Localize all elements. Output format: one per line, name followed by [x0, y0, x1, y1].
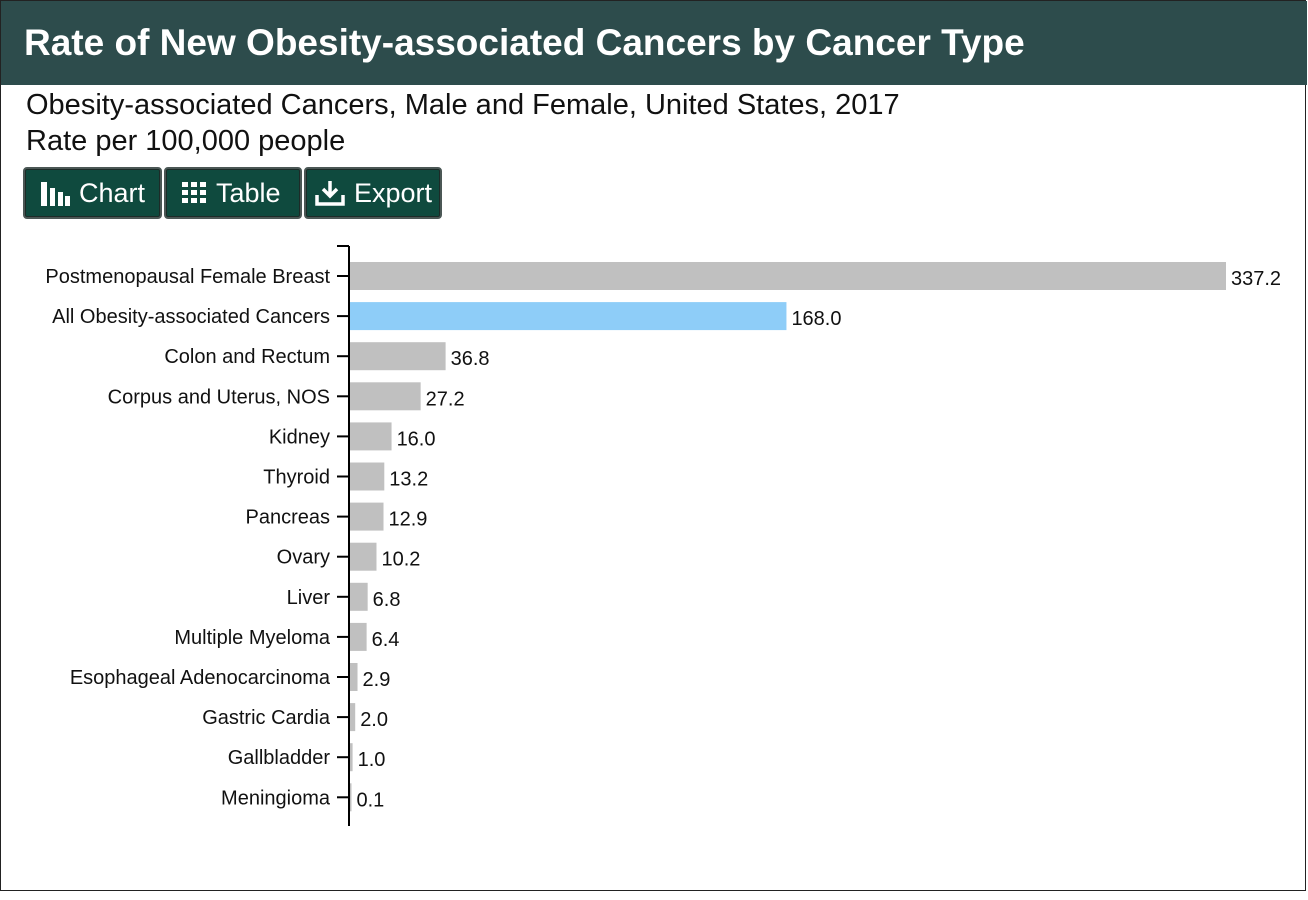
value-label: 0.1	[357, 789, 385, 811]
category-label: Kidney	[269, 426, 330, 448]
value-label: 10.2	[381, 549, 420, 571]
bar[interactable]	[350, 743, 353, 772]
category-label: Thyroid	[263, 467, 330, 489]
bar[interactable]	[350, 262, 1226, 290]
grid-icon	[180, 180, 208, 206]
category-label: Meningioma	[221, 787, 331, 809]
bar[interactable]	[350, 542, 377, 571]
subtitle-line-1: Obesity-associated Cancers, Male and Fem…	[26, 89, 900, 121]
value-label: 168.0	[791, 308, 841, 330]
value-label: 16.0	[397, 428, 436, 450]
chart-view-label: Chart	[79, 177, 146, 208]
value-label: 13.2	[389, 469, 428, 491]
view-toolbar: Chart Table	[23, 167, 444, 219]
bar[interactable]	[350, 703, 356, 732]
header-bar: Rate of New Obesity-associated Cancers b…	[1, 1, 1307, 85]
chart-view-button[interactable]: Chart	[23, 167, 162, 219]
export-label: Export	[354, 177, 433, 208]
table-view-button[interactable]: Table	[164, 167, 302, 219]
bar[interactable]	[350, 302, 787, 331]
category-label: Corpus and Uterus, NOS	[108, 386, 330, 408]
category-label: Gallbladder	[228, 747, 331, 769]
table-view-label: Table	[216, 177, 281, 208]
value-label: 337.2	[1231, 268, 1281, 290]
bar[interactable]	[350, 462, 385, 491]
category-label: Colon and Rectum	[164, 346, 330, 368]
category-label: Esophageal Adenocarcinoma	[70, 667, 331, 689]
value-label: 6.8	[373, 589, 401, 611]
bar[interactable]	[350, 422, 392, 451]
value-label: 2.0	[360, 709, 388, 731]
subtitle-line-2: Rate per 100,000 people	[26, 125, 346, 157]
download-icon	[314, 179, 346, 207]
bar-chart: Postmenopausal Female Breast 337.2 All Obe…	[45, 245, 1281, 826]
bar[interactable]	[350, 342, 446, 371]
value-label: 12.9	[389, 509, 428, 531]
bar[interactable]	[350, 502, 384, 531]
category-label: Ovary	[277, 547, 330, 569]
bar[interactable]	[350, 663, 358, 691]
category-label: Gastric Cardia	[202, 707, 331, 729]
chart-subtitle: Obesity-associated Cancers, Male and Fem…	[26, 87, 900, 159]
category-label: Pancreas	[246, 507, 331, 529]
value-label: 36.8	[451, 348, 490, 370]
value-label: 6.4	[372, 629, 400, 651]
category-label: Postmenopausal Female Breast	[45, 266, 330, 288]
value-label: 2.9	[363, 669, 391, 691]
category-label: Liver	[287, 587, 331, 609]
category-label: Multiple Myeloma	[174, 627, 330, 649]
bar-chart-icon	[39, 180, 71, 206]
bar[interactable]	[350, 582, 368, 611]
value-label: 27.2	[426, 388, 465, 410]
bar[interactable]	[350, 382, 421, 411]
page-title: Rate of New Obesity-associated Cancers b…	[24, 22, 1025, 63]
value-label: 1.0	[358, 749, 386, 771]
bar[interactable]	[350, 622, 367, 651]
category-label: All Obesity-associated Cancers	[52, 306, 330, 328]
export-button[interactable]: Export	[304, 167, 442, 219]
bar[interactable]	[350, 783, 352, 812]
